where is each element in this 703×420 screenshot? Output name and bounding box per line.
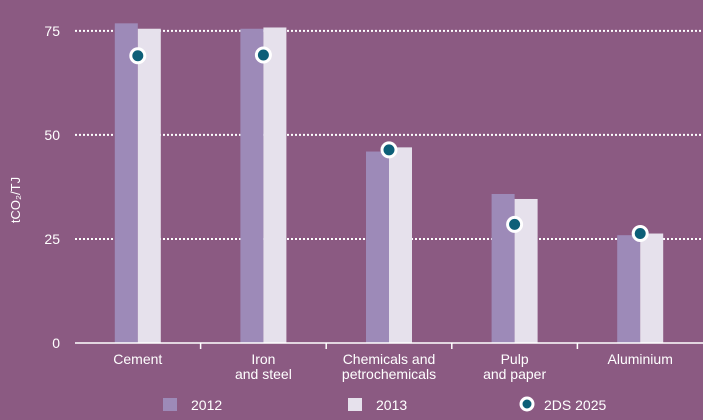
y-axis-label: tCO₂/TJ bbox=[8, 177, 23, 223]
bar-2013-3 bbox=[514, 198, 538, 343]
bar-2013-1 bbox=[263, 27, 287, 343]
marker-2ds-1 bbox=[254, 46, 272, 64]
y-tick-label: 50 bbox=[44, 127, 60, 143]
marker-2ds-2 bbox=[380, 141, 398, 159]
y-tick-label: 0 bbox=[52, 335, 60, 351]
bar-2013-0 bbox=[137, 28, 161, 343]
category-labels: Cement Iron and steel Chemicals and petroche… bbox=[113, 351, 673, 382]
marker-2ds-4 bbox=[631, 225, 649, 243]
category-label: Pulp and paper bbox=[483, 351, 546, 382]
bar-2012-4 bbox=[617, 235, 641, 343]
legend: 2012 2013 2DS 2025 bbox=[163, 396, 606, 413]
legend-item-2012: 2012 bbox=[163, 397, 222, 413]
axes: 0 25 50 75 bbox=[44, 23, 703, 351]
legend-label: 2013 bbox=[376, 397, 407, 413]
legend-marker bbox=[519, 396, 535, 412]
legend-label: 2DS 2025 bbox=[544, 397, 606, 413]
legend-item-2013: 2013 bbox=[348, 397, 407, 413]
y-tick-label: 25 bbox=[44, 231, 60, 247]
bar-2012-2 bbox=[366, 151, 389, 343]
y-tick-label: 75 bbox=[44, 23, 60, 39]
category-label: Chemicals and petrochemicals bbox=[342, 351, 436, 382]
legend-item-2DS 2025: 2DS 2025 bbox=[519, 396, 606, 413]
marker-2ds-3 bbox=[506, 215, 524, 233]
legend-swatch bbox=[163, 398, 177, 411]
category-label: Cement bbox=[113, 351, 162, 367]
bar-2013-2 bbox=[389, 147, 412, 343]
markers bbox=[129, 46, 649, 243]
marker-2ds-0 bbox=[129, 47, 147, 65]
category-label: Iron and steel bbox=[235, 351, 292, 382]
legend-swatch bbox=[348, 398, 362, 411]
legend-label: 2012 bbox=[191, 397, 222, 413]
bar-2012-3 bbox=[491, 193, 515, 343]
bars bbox=[114, 23, 664, 343]
bar-2012-0 bbox=[114, 23, 138, 343]
bar-2012-1 bbox=[240, 28, 264, 343]
category-label: Aluminium bbox=[608, 351, 673, 367]
bar-2013-4 bbox=[640, 233, 664, 343]
